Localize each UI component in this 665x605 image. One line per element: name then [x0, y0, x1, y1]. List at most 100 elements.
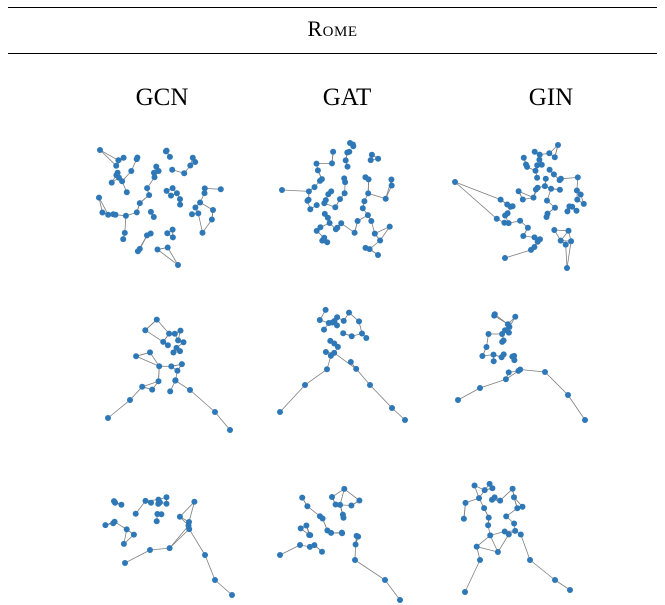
graph-node — [564, 265, 570, 271]
graph-node — [511, 520, 518, 527]
graph-node — [144, 185, 151, 192]
graph-edge — [279, 544, 301, 556]
graph-node — [340, 330, 347, 337]
graph-node — [348, 333, 355, 340]
graph-node — [491, 312, 498, 319]
graph-edge — [529, 559, 556, 581]
graph-node — [146, 192, 153, 199]
graph-edge — [214, 579, 233, 596]
graph-node — [154, 246, 161, 253]
graph-node — [332, 501, 339, 508]
graph-node — [156, 363, 163, 370]
graph-node — [316, 317, 323, 323]
graph-edge — [169, 528, 190, 549]
graph-node — [313, 160, 320, 167]
graph-node — [327, 337, 334, 344]
graph-node — [346, 148, 353, 155]
graph-edge — [188, 501, 195, 523]
graph-node — [481, 505, 488, 512]
graph-node — [497, 497, 504, 504]
graph-edge — [544, 371, 569, 396]
graph-node — [164, 230, 171, 237]
graph-edge — [188, 528, 206, 556]
graph-edge — [167, 247, 179, 266]
graph-node — [122, 212, 129, 219]
graph-node — [530, 194, 537, 201]
graph-node — [151, 169, 157, 176]
graph-node — [142, 327, 149, 334]
graph-node — [133, 353, 140, 360]
graph-edge — [135, 355, 160, 367]
graph-node — [334, 224, 341, 231]
graph-node — [562, 241, 569, 248]
graph-node — [346, 309, 352, 316]
graph-node — [153, 316, 160, 323]
graph-gat-3 — [277, 485, 403, 603]
graph-gcn-2 — [105, 316, 233, 433]
graph-node — [321, 326, 327, 333]
column-header-gin: GIN — [528, 84, 574, 111]
graph-node — [201, 190, 208, 197]
graph-node — [314, 167, 321, 174]
graph-node — [538, 161, 545, 168]
graph-node — [502, 327, 508, 334]
graph-node — [582, 417, 588, 423]
graph-node — [573, 187, 580, 194]
graph-node — [155, 500, 162, 507]
graph-edge — [354, 559, 386, 581]
graph-edge — [204, 554, 216, 581]
graph-node — [163, 500, 170, 507]
graph-node — [515, 188, 522, 195]
graph-node — [356, 497, 363, 504]
graph-gin-3 — [460, 480, 573, 595]
graph-node — [340, 317, 347, 324]
graph-node — [489, 485, 496, 492]
graph-node — [359, 330, 365, 337]
graph-node — [96, 194, 102, 201]
graph-node — [534, 238, 541, 245]
graph-edge — [554, 579, 571, 591]
graph-edge — [124, 549, 151, 564]
column-header-gat: GAT — [322, 84, 372, 111]
graph-node — [176, 513, 183, 520]
graph-node — [388, 182, 395, 189]
graph-node — [512, 527, 519, 534]
graph-edge — [479, 378, 507, 389]
graph-node — [147, 349, 153, 356]
graph-node — [542, 369, 548, 375]
graph-node — [169, 234, 176, 241]
graph-node — [460, 515, 467, 522]
graph-node — [337, 196, 343, 203]
graph-node — [153, 163, 160, 170]
graph-node — [328, 188, 335, 195]
graph-node — [173, 190, 180, 197]
dataset-title: Rome — [307, 16, 358, 41]
graph-node — [359, 205, 366, 212]
graph-node — [324, 239, 331, 246]
graph-edge — [385, 179, 392, 199]
graph-node — [573, 207, 580, 214]
graph-node — [187, 162, 194, 169]
graph-node — [139, 383, 146, 390]
graph-node — [517, 531, 524, 538]
graph-edge — [197, 213, 203, 233]
graph-edge — [156, 319, 170, 334]
graph-node — [322, 306, 329, 313]
graph-node — [189, 211, 195, 218]
graph-node — [102, 522, 109, 529]
graph-node — [113, 162, 120, 169]
graph-node — [115, 157, 122, 164]
graph-node — [485, 331, 492, 337]
graph-node — [452, 179, 458, 185]
graph-node — [297, 542, 303, 548]
graph-node — [202, 552, 208, 558]
graph-node — [361, 198, 368, 205]
graph-node — [210, 207, 216, 213]
graph-edge — [464, 559, 481, 593]
graph-node — [322, 349, 329, 355]
graph-node — [160, 338, 167, 345]
graph-node — [527, 557, 533, 563]
graph-node — [229, 592, 235, 598]
graph-edge — [369, 384, 393, 409]
graph-node — [172, 377, 179, 384]
